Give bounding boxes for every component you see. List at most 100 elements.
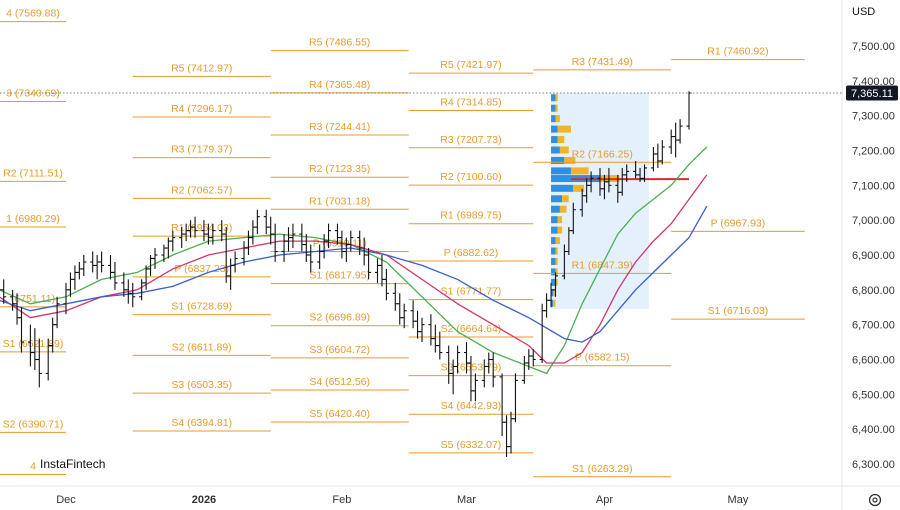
ohlc-bar: [490, 352, 496, 388]
price-tick-label: 7,100.00: [852, 180, 895, 192]
pivot-label: P (6967.93): [711, 217, 766, 229]
price-axis-panel[interactable]: [842, 0, 900, 510]
volume-profile-bar: [555, 94, 558, 102]
ohlc-bar: [655, 143, 661, 168]
pivot-label: S1 (6716.03): [708, 305, 769, 317]
ohlc-bar: [392, 282, 398, 311]
volume-profile-bar: [553, 299, 556, 307]
gear-icon[interactable]: [868, 493, 882, 507]
volume-profile-bar: [551, 247, 556, 255]
pivot-label: S2 (6611.89): [172, 341, 232, 353]
pivot-label: S2 (6390.71): [3, 418, 64, 430]
ohlc-bar: [286, 227, 291, 252]
date-tick-label: Dec: [56, 494, 76, 506]
ohlc-bar: [54, 296, 60, 329]
pivot-label: 4: [30, 460, 36, 472]
volume-profile-bar: [551, 195, 563, 203]
ohlc-bar: [624, 164, 630, 182]
volume-profile-bar: [551, 136, 558, 144]
pivot-label: R2 (7062.57): [171, 184, 232, 196]
pivot-label: (6751.11): [11, 293, 55, 305]
pivot-label: S1 (6263.29): [572, 463, 633, 475]
ohlc-bar: [250, 220, 256, 245]
pivot-label: R1 (7460.92): [707, 46, 768, 58]
volume-profile-bar: [551, 268, 556, 276]
ma-slow-line: [0, 205, 708, 343]
ohlc-bar: [112, 261, 118, 290]
ohlc-bar: [379, 255, 385, 287]
current-price-label: 7,365.11: [851, 88, 893, 100]
volume-profile-bar: [555, 268, 558, 276]
currency-label[interactable]: USD: [852, 6, 875, 18]
pivot-label: S3 (6503.35): [171, 379, 232, 391]
ohlc-bar: [650, 147, 656, 172]
volume-profile-bar: [564, 156, 576, 164]
volume-profile-bar: [551, 226, 558, 234]
volume-profile-bar: [573, 184, 585, 192]
ohlc-bar: [165, 237, 171, 259]
ohlc-bar: [81, 255, 87, 276]
ohlc-bar: [72, 265, 78, 290]
candles: [0, 91, 692, 458]
price-tick-label: 6,500.00: [852, 389, 895, 401]
ohlc-bar: [99, 251, 105, 273]
pivot-label: S1 (6728.69): [171, 301, 232, 313]
ohlc-bar: [570, 202, 576, 235]
ohlc-bar: [419, 317, 425, 343]
ohlc-bar: [673, 122, 679, 158]
date-tick-label: Feb: [332, 494, 351, 506]
pivot-label: S2 (6696.89): [309, 312, 370, 324]
ohlc-bar: [90, 251, 96, 273]
ohlc-bar: [375, 258, 380, 283]
volume-profile-bar: [551, 205, 560, 213]
price-tick-label: 7,000.00: [852, 215, 895, 227]
date-axis: Dec 2026 Feb Mar Apr May: [56, 494, 749, 506]
price-tick-label: 6,300.00: [852, 459, 895, 471]
ohlc-bar: [383, 268, 389, 301]
volume-profile-bar: [555, 278, 558, 286]
volume-profile-bar: [551, 146, 560, 154]
volume-profile-bar: [559, 146, 569, 154]
pivot-label: R5 (7421.97): [440, 59, 501, 71]
pivot-label: R2 (7123.35): [309, 163, 370, 175]
pivot-label: S4 (6442.93): [441, 400, 502, 412]
pivot-label: S1 (6817.95): [309, 270, 370, 282]
pivot-label: S1 (6771.77): [441, 286, 502, 298]
ohlc-bar: [512, 373, 518, 423]
price-axis: 7,500.00 7,400.00 7,300.00 7,200.00 7,100.00…: [852, 41, 895, 471]
ohlc-bar: [281, 234, 287, 262]
current-price-badge: 7,365.11: [846, 85, 898, 101]
ohlc-bar: [539, 303, 545, 363]
volume-profile-bar: [570, 167, 589, 175]
volume-profile-bar: [557, 216, 563, 224]
ohlc-bar: [19, 307, 24, 353]
ohlc-bar: [428, 314, 434, 346]
pivot-label: S2 (6664.64): [441, 323, 502, 335]
ohlc-bar: [686, 91, 692, 130]
ohlc-bar: [397, 293, 403, 325]
ohlc-bar: [161, 244, 167, 262]
pivot-label: R3 (7244.41): [309, 121, 370, 133]
pivot-label: P (6837.23): [174, 263, 229, 275]
price-tick-label: 6,800.00: [852, 285, 895, 297]
volume-profile-bar: [557, 125, 571, 133]
ohlc-bar: [455, 345, 461, 374]
ohlc-bar: [108, 255, 113, 280]
ohlc-bar: [263, 209, 269, 235]
ohlc-bar: [36, 338, 42, 388]
price-tick-label: 7,500.00: [852, 41, 895, 53]
ohlc-bar: [348, 230, 354, 252]
ohlc-bar: [94, 255, 100, 280]
ohlc-bar: [308, 244, 314, 273]
volume-profile-bar: [551, 216, 558, 224]
ohlc-bar: [254, 209, 260, 235]
volume-profile-bar: [555, 237, 560, 245]
ohlc-bar: [530, 349, 536, 367]
pivot-label: S1 (6621.89): [3, 338, 64, 350]
ohlc-bar: [415, 310, 421, 339]
ohlc-bar: [272, 223, 278, 262]
pivot-label: R3 (7431.49): [572, 56, 633, 68]
pivot-label: S3 (6604.72): [309, 344, 370, 356]
volume-profile-bar: [551, 289, 554, 297]
